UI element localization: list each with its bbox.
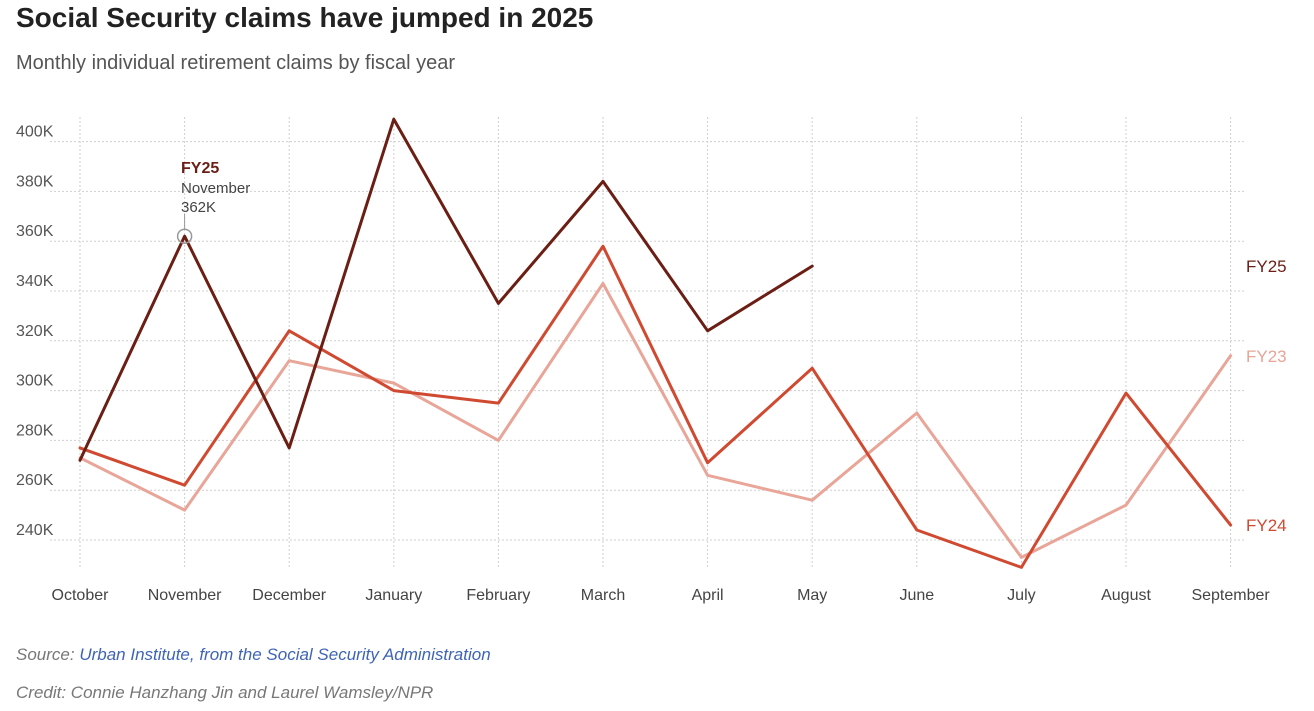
series-label-fy24: FY24 (1246, 516, 1287, 535)
source-link[interactable]: Urban Institute, from the Social Securit… (79, 645, 491, 664)
series-line-fy25 (78, 117, 814, 462)
source-label: Source: (16, 645, 75, 664)
annotation-value: 362K (181, 199, 216, 216)
x-axis: October November December January February Ma… (52, 587, 1271, 604)
series-lines (78, 117, 1233, 569)
y-tick-label: 400K (16, 124, 54, 141)
gridlines (50, 117, 1246, 567)
x-tick-label: November (148, 587, 222, 604)
y-tick-label: 240K (16, 522, 54, 539)
annotation-series: FY25 (181, 160, 219, 177)
series-label-fy23: FY23 (1246, 347, 1287, 366)
y-tick-label: 320K (16, 323, 54, 340)
series-line-fy24 (78, 244, 1233, 569)
series-label-fy25: FY25 (1246, 257, 1287, 276)
tooltip-annotation: FY25 November 362K (176, 160, 250, 244)
annotation-month: November (181, 180, 250, 197)
x-tick-label: June (899, 587, 934, 604)
x-tick-label: January (365, 587, 422, 604)
x-tick-label: April (692, 587, 724, 604)
y-tick-label: 360K (16, 223, 54, 240)
chart-subtitle: Monthly individual retirement claims by … (16, 52, 456, 74)
x-tick-label: May (797, 587, 827, 604)
y-tick-label: 280K (16, 422, 54, 439)
x-tick-label: August (1101, 587, 1151, 604)
credit-note: Credit: Connie Hanzhang Jin and Laurel W… (16, 683, 434, 702)
y-tick-label: 300K (16, 373, 54, 390)
x-tick-label: October (52, 587, 110, 604)
series-line-fy23 (78, 282, 1233, 559)
series-labels: FY23 FY24 FY25 (1246, 257, 1287, 535)
y-axis: 240K 260K 280K 300K 320K 340K 360K 380K 400K (16, 124, 54, 539)
chart-title: Social Security claims have jumped in 20… (16, 2, 594, 33)
x-tick-label: December (252, 587, 326, 604)
x-tick-label: September (1191, 587, 1270, 604)
x-tick-label: February (466, 587, 530, 604)
y-tick-label: 380K (16, 173, 54, 190)
line-chart: 240K 260K 280K 300K 320K 340K 360K 380K 400K Oct… (16, 117, 1287, 604)
y-tick-label: 260K (16, 472, 54, 489)
source-note: Source: Urban Institute, from the Social… (16, 645, 491, 665)
x-tick-label: March (581, 587, 625, 604)
y-tick-label: 340K (16, 273, 54, 290)
x-tick-label: July (1007, 587, 1035, 604)
